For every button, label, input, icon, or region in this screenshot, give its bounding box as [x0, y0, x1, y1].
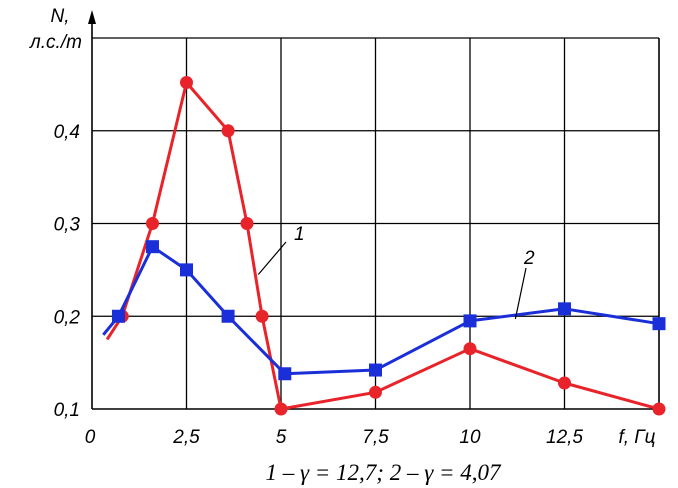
annotation-label-2: 2: [523, 248, 535, 269]
x-tick-label: 2,5: [172, 427, 200, 448]
y-axis-arrow-icon: [88, 10, 96, 24]
series-2-point: [180, 263, 193, 277]
x-tick-label: 12,5: [546, 427, 583, 448]
series-2-point: [111, 309, 125, 323]
y-axis-label-line2: л.с./т: [29, 32, 82, 53]
series-2-point: [145, 240, 159, 254]
series-2-point: [278, 367, 292, 381]
y-tick-label: 0,1: [54, 400, 80, 421]
annotation-leader-1: [257, 241, 287, 275]
chart-axes: [88, 10, 660, 410]
series-1-point: [369, 385, 382, 399]
x-axis-label: f, Гц: [618, 427, 655, 448]
series-1-point: [221, 124, 235, 138]
series-1-point: [180, 76, 193, 90]
x-tick-label: 0: [85, 427, 96, 448]
y-tick-label: 0,3: [54, 215, 81, 236]
series-2-point: [369, 363, 382, 377]
y-axis-label-line1: N,: [51, 6, 70, 27]
x-tick-label: 10: [459, 427, 481, 448]
series-1-point: [652, 402, 666, 416]
series-1-point: [145, 217, 159, 230]
series-2-point: [652, 317, 666, 331]
x-tick-label: 7,5: [362, 427, 389, 448]
series-2-point: [221, 309, 235, 323]
chart-grid: [92, 37, 659, 409]
chart-caption: 1 – γ = 12,7; 2 – γ = 4,07: [265, 460, 502, 485]
series-1-line: [105, 81, 660, 411]
chart-series: [102, 76, 666, 416]
y-tick-label: 0,2: [54, 307, 81, 328]
chart-labels: N, л.с./т f, Гц 1 – γ = 12,7; 2 – γ = 4,…: [29, 6, 656, 485]
annotation-label-1: 1: [294, 224, 305, 245]
series-1-point: [240, 217, 254, 230]
series-2-point: [558, 302, 571, 316]
y-tick-label: 0,4: [54, 122, 80, 143]
series-1-point: [463, 342, 477, 356]
series-1-point: [558, 376, 571, 390]
series-1-point: [255, 309, 269, 323]
x-tick-label: 5: [276, 427, 287, 448]
series-2-point: [463, 314, 477, 328]
series-1-point: [274, 402, 288, 416]
annotation-leader-2: [514, 267, 527, 320]
series-2-line: [102, 245, 660, 376]
